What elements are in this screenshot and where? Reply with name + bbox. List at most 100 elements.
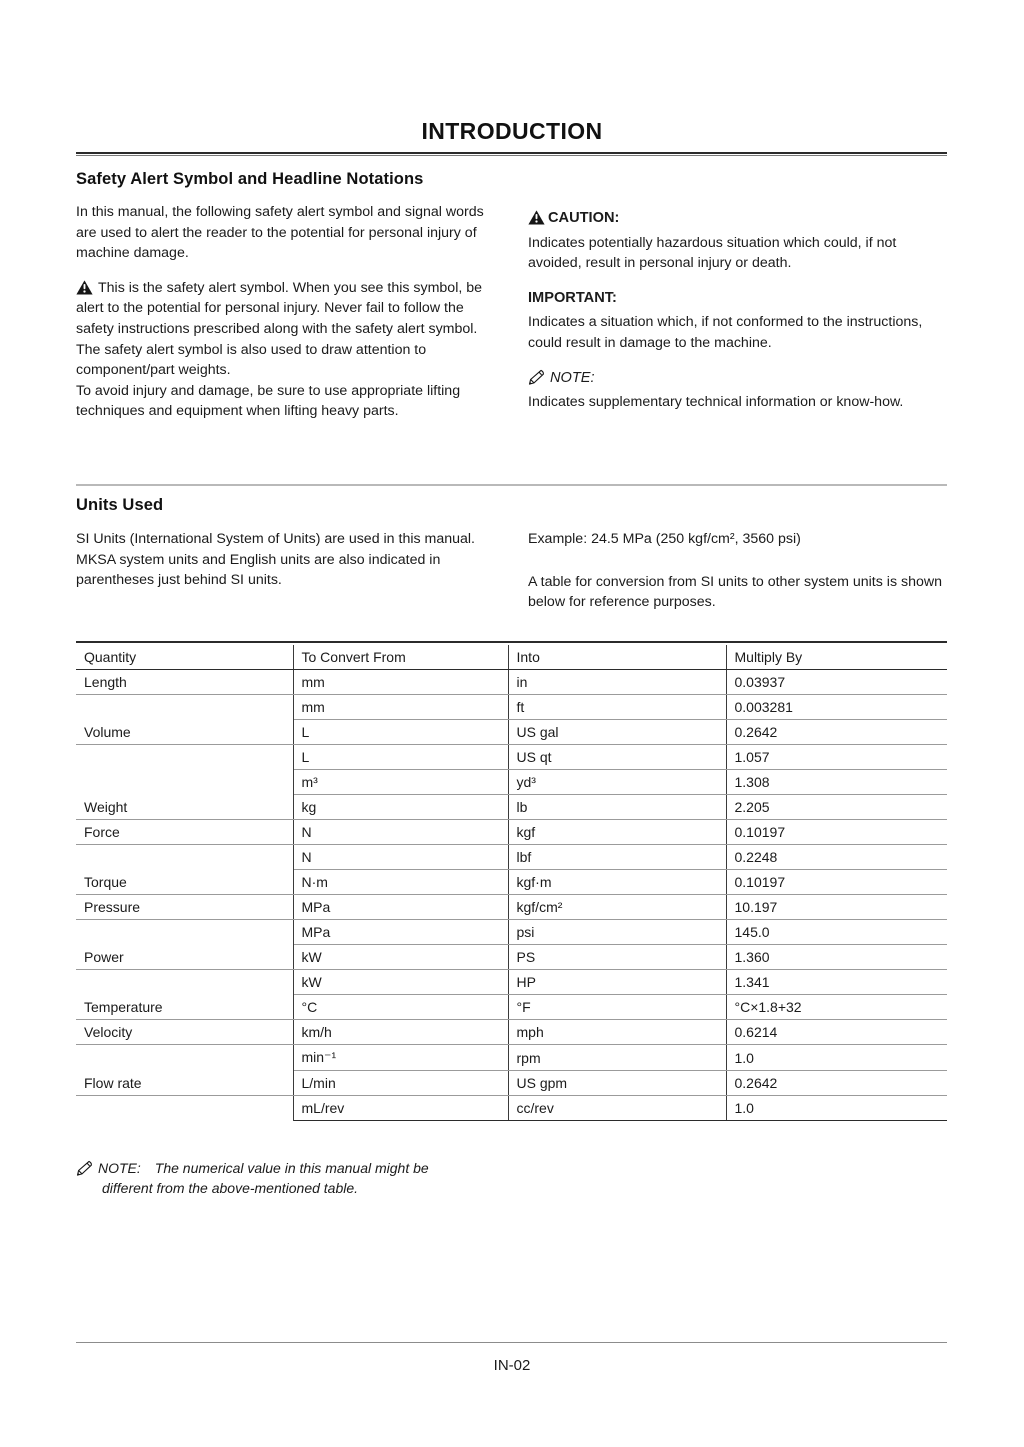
safety-symbol-paragraph-2: The safety alert symbol is also used to … [76,341,427,379]
important-text: Indicates a situation which, if not conf… [528,314,923,351]
cell-convert-from: N [293,819,509,845]
safety-symbol-paragraph: This is the safety alert symbol. When yo… [76,278,488,340]
table-row: Velocity km/h mph 0.6214 [76,1019,947,1045]
cell-into: yd³ [508,769,727,795]
cell-multiply-by: 0.003281 [726,694,947,720]
table-row: m³ yd³ 1.308 [76,769,947,795]
cell-quantity: Torque [76,869,294,895]
caution-text: Indicates potentially hazardous situatio… [528,234,897,272]
warning-triangle-icon [76,280,93,295]
cell-multiply-by: 2.205 [726,794,947,820]
cell-into: kgf·m [508,869,727,895]
table-row: Weight kg lb 2.205 [76,794,947,820]
bottom-note: NOTE: The numerical value in this manual … [76,1158,546,1198]
column-header-multiply-by: Multiply By [726,645,947,670]
cell-multiply-by: 1.360 [726,944,947,970]
cell-multiply-by: 0.03937 [726,669,947,695]
cell-convert-from: mm [293,669,509,695]
table-header-row: Quantity To Convert From Into Multiply B… [76,645,947,670]
cell-into: cc/rev [508,1095,727,1121]
cell-into: °F [508,994,727,1020]
cell-quantity: Flow rate [76,1070,294,1096]
cell-convert-from: °C [293,994,509,1020]
units-right-text: A table for conversion from SI units to … [528,573,942,611]
cell-quantity [76,969,294,995]
cell-quantity [76,1044,294,1071]
safety-symbol-paragraph-3: To avoid injury and damage, be sure to u… [76,382,461,420]
cell-convert-from: km/h [293,1019,509,1045]
safety-symbol-text: This is the safety alert symbol. When yo… [76,279,483,337]
cell-quantity: Velocity [76,1019,294,1045]
cell-quantity [76,744,294,770]
cell-quantity [76,694,294,720]
cell-convert-from: mL/rev [293,1095,509,1121]
cell-convert-from: m³ [293,769,509,795]
bottom-note-text-line2: different from the above-mentioned table… [102,1180,359,1196]
cell-convert-from: kg [293,794,509,820]
cell-quantity [76,919,294,945]
cell-multiply-by: 1.341 [726,969,947,995]
cell-into: lb [508,794,727,820]
cell-quantity: Length [76,669,294,695]
cell-into: in [508,669,727,695]
cell-quantity: Weight [76,794,294,820]
table-row: min⁻¹ rpm 1.0 [76,1044,947,1071]
safety-left-column: In this manual, the following safety ale… [76,202,488,422]
cell-multiply-by: 145.0 [726,919,947,945]
units-right-column: Example: 24.5 MPa (250 kgf/cm², 3560 psi… [528,529,948,613]
cell-multiply-by: 1.0 [726,1095,947,1121]
table-row: kW HP 1.341 [76,969,947,995]
cell-multiply-by: 0.10197 [726,819,947,845]
title-rule [76,152,947,156]
cell-convert-from: MPa [293,894,509,920]
cell-convert-from: N·m [293,869,509,895]
cell-convert-from: N [293,844,509,870]
safety-intro-paragraph: In this manual, the following safety ale… [76,204,484,262]
table-row: Pressure MPa kgf/cm² 10.197 [76,894,947,920]
bottom-note-label: NOTE: [98,1160,141,1176]
cell-into: US gal [508,719,727,745]
cell-convert-from: MPa [293,919,509,945]
table-row: Torque N·m kgf·m 0.10197 [76,869,947,895]
cell-multiply-by: °C×1.8+32 [726,994,947,1020]
cell-into: HP [508,969,727,995]
cell-quantity [76,769,294,795]
cell-convert-from: kW [293,944,509,970]
footer-rule [76,1342,947,1343]
cell-into: mph [508,1019,727,1045]
cell-quantity: Force [76,819,294,845]
cell-convert-from: mm [293,694,509,720]
cell-multiply-by: 1.308 [726,769,947,795]
cell-convert-from: L/min [293,1070,509,1096]
cell-into: lbf [508,844,727,870]
note-text: Indicates supplementary technical inform… [528,394,904,411]
cell-multiply-by: 1.0 [726,1044,947,1071]
table-row: Flow rate L/min US gpm 0.2642 [76,1070,947,1096]
footer-page-number: IN-02 [493,1357,531,1374]
note-label-wrap: NOTE: [528,368,948,389]
column-header-quantity: Quantity [76,645,294,670]
bottom-note-text-line1: The numerical value in this manual might… [154,1160,429,1176]
section-heading-units: Units Used [76,496,164,514]
units-left-column: SI Units (International System of Units)… [76,529,488,591]
cell-multiply-by: 0.10197 [726,869,947,895]
table-row: L US qt 1.057 [76,744,947,770]
caution-label: CAUTION: [548,210,620,226]
cell-convert-from: L [293,719,509,745]
pencil-icon [528,369,545,385]
table-row: mm ft 0.003281 [76,694,947,720]
cell-into: US qt [508,744,727,770]
cell-quantity: Volume [76,719,294,745]
table-row: Volume L US gal 0.2642 [76,719,947,745]
conversion-table: Quantity To Convert From Into Multiply B… [76,645,947,1121]
safety-right-column: CAUTION: Indicates potentially hazardous… [528,208,948,413]
section-heading-safety: Safety Alert Symbol and Headline Notatio… [76,170,424,188]
table-row: MPa psi 145.0 [76,919,947,945]
cell-multiply-by: 10.197 [726,894,947,920]
cell-quantity: Temperature [76,994,294,1020]
column-header-into: Into [508,645,727,670]
cell-into: ft [508,694,727,720]
